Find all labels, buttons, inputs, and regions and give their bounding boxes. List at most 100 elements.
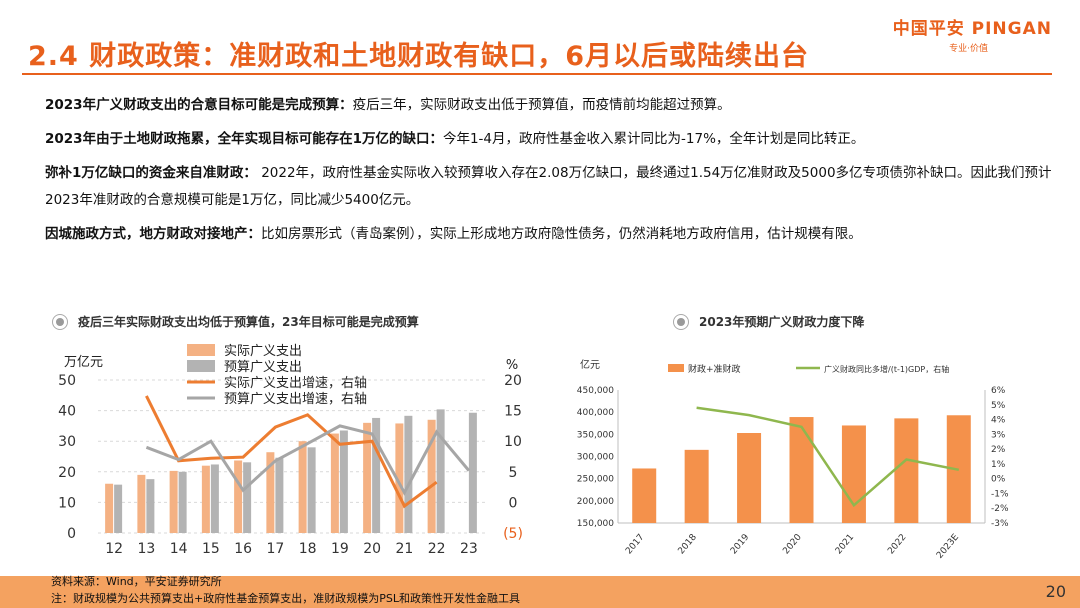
radio-bullet-icon	[673, 313, 689, 330]
right-tick-label: -2%	[991, 504, 1009, 514]
bar-实际广义支出	[330, 433, 339, 533]
right-tick-label: 6%	[991, 386, 1006, 396]
bar-实际广义支出	[395, 423, 404, 533]
right-tick-label: 10	[504, 434, 522, 450]
bar-预算广义支出	[372, 417, 381, 533]
bar-实际广义支出	[234, 460, 243, 533]
chart2-legend: 财政+准财政 广义财政同比多增/(t-1)GDP，右轴	[668, 363, 949, 375]
brand-name: 中国平安 PINGAN	[892, 19, 1052, 39]
chart2-plot: 150,000 200,000 250,000 300,000 350,000 400,0…	[577, 386, 1009, 561]
bar-实际广义支出	[427, 419, 436, 533]
bar-财政+准财政	[737, 433, 762, 523]
left-tick-label: 20	[58, 465, 76, 481]
chart2-left-unit: 亿元	[580, 358, 600, 371]
page-number: 20	[1045, 582, 1066, 601]
bullet-item: 因城施政方式，地方财政对接地产：比如房票形式（青岛案例），实际上形成地方政府隐性…	[45, 221, 1055, 248]
chart1-right-unit: %	[506, 358, 518, 373]
left-tick-label: 400,000	[577, 408, 614, 418]
x-tick-label: 22	[428, 541, 446, 557]
bullet-text: 比如房票形式（青岛案例），实际上形成地方政府隐性债务，仍然消耗地方政府信用，估计…	[261, 226, 862, 242]
bar-财政+准财政	[841, 425, 866, 523]
legend-swatch	[187, 360, 215, 372]
bar-实际广义支出	[169, 470, 178, 533]
x-tick-label: 15	[202, 541, 220, 557]
left-tick-label: 50	[58, 373, 76, 389]
bullet-text: 2022年，政府性基金实际收入较预算收入存在2.08万亿缺口，最终通过1.54万…	[45, 165, 1052, 208]
right-tick-label: 5	[509, 465, 518, 481]
left-tick-label: 300,000	[577, 453, 614, 463]
bullet-lead: 弥补1万亿缺口的资金来自准财政：	[45, 165, 257, 181]
x-tick-label: 14	[170, 541, 188, 557]
line-预算广义支出增速，右轴	[145, 424, 471, 496]
right-tick-label: 4%	[991, 416, 1006, 426]
left-tick-label: 150,000	[577, 519, 614, 529]
bar-实际广义支出	[363, 422, 372, 533]
bullet-item: 2023年由于土地财政拖累，全年实现目标可能存在1万亿的缺口：今年1-4月，政府…	[45, 126, 1055, 153]
chart1-plot: 0 10 20 30 40 50 (5) 0 5 10 15 20 12 13 14 15 16 17 18 19 20…	[58, 373, 523, 557]
left-tick-label: 10	[58, 495, 76, 511]
line-广义财政同比多增/(t-1)GDP，右轴	[696, 406, 960, 508]
bar-预算广义支出	[178, 471, 187, 533]
footnote: 注：财政规模为公共预算支出+政府性基金预算支出，准财政规模为PSL和政策性开发性…	[51, 592, 520, 605]
bar-财政+准财政	[789, 417, 814, 523]
bar-预算广义支出	[146, 479, 155, 533]
x-tick-label: 2017	[624, 533, 646, 557]
legend-swatch	[668, 364, 684, 372]
x-tick-label: 23	[460, 541, 478, 557]
right-tick-label: 0%	[991, 475, 1006, 485]
chart2-title-row: 2023年预期广义财政力度下降	[673, 313, 864, 330]
bullet-text: 疫后三年，实际财政支出低于预算值，而疫情前均能超过预算。	[352, 97, 731, 113]
bar-实际广义支出	[105, 483, 114, 533]
left-tick-label: 200,000	[577, 497, 614, 507]
right-tick-label: 2%	[991, 445, 1006, 455]
bullet-item: 2023年广义财政支出的合意目标可能是完成预算：疫后三年，实际财政支出低于预算值…	[45, 92, 1055, 119]
bullet-text: 今年1-4月，政府性基金收入累计同比为-17%，全年计划是同比转正。	[442, 131, 865, 147]
right-tick-label: 20	[504, 373, 522, 389]
legend-label: 财政+准财政	[688, 363, 741, 375]
bar-财政+准财政	[894, 418, 919, 523]
x-tick-label: 21	[395, 541, 413, 557]
bar-实际广义支出	[298, 441, 307, 533]
bar-实际广义支出	[266, 452, 275, 533]
bullet-lead: 2023年广义财政支出的合意目标可能是完成预算：	[45, 97, 353, 113]
line-实际广义支出增速，右轴	[145, 395, 438, 509]
footer-bar	[0, 576, 1080, 608]
left-tick-label: 250,000	[577, 475, 614, 485]
x-tick-label: 2018	[677, 532, 700, 556]
x-tick-label: 20	[363, 541, 381, 557]
bar-预算广义支出	[307, 447, 316, 533]
chart2: 亿元 财政+准财政 广义财政同比多增/(t-1)GDP，右轴 150,000 200…	[577, 358, 1009, 561]
bar-预算广义支出	[468, 412, 477, 533]
x-tick-label: 13	[137, 541, 155, 557]
legend-label: 预算广义支出	[224, 360, 302, 375]
right-tick-label: -1%	[991, 489, 1009, 499]
left-tick-label: 450,000	[577, 386, 614, 396]
legend-swatch	[187, 344, 215, 356]
x-tick-label: 17	[266, 541, 284, 557]
legend-label: 预算广义支出增速，右轴	[224, 392, 367, 407]
x-tick-label: 2022	[886, 533, 908, 557]
legend-label: 实际广义支出增速，右轴	[224, 376, 367, 391]
chart1: 万亿元 % 实际广义支出预算广义支出实际广义支出增速，右轴预算广义支出增速，右轴…	[58, 344, 523, 557]
source-note: 资料来源：Wind，平安证券研究所	[51, 575, 222, 588]
right-tick-label: -3%	[991, 519, 1009, 529]
left-tick-label: 0	[67, 526, 76, 542]
x-tick-label: 16	[234, 541, 252, 557]
x-tick-label: 2020	[781, 532, 804, 556]
right-tick-label: 3%	[991, 430, 1006, 440]
bar-财政+准财政	[632, 468, 657, 523]
bullet-list: 2023年广义财政支出的合意目标可能是完成预算：疫后三年，实际财政支出低于预算值…	[45, 92, 1055, 255]
chart2-title: 2023年预期广义财政力度下降	[699, 315, 865, 329]
right-tick-label: 0	[509, 495, 518, 511]
x-tick-label: 2023E	[935, 532, 961, 561]
left-tick-label: 350,000	[577, 430, 614, 440]
x-tick-label: 18	[299, 541, 317, 557]
bar-实际广义支出	[137, 474, 146, 533]
bullet-item: 弥补1万亿缺口的资金来自准财政： 2022年，政府性基金实际收入较预算收入存在2…	[45, 160, 1055, 214]
left-tick-label: 30	[58, 434, 76, 450]
brand-logo: 中国平安 PINGAN 专业·价值	[893, 14, 1052, 54]
brand-slogan: 专业·价值	[949, 44, 988, 54]
bar-预算广义支出	[243, 462, 252, 533]
right-tick-label: 1%	[991, 460, 1006, 470]
